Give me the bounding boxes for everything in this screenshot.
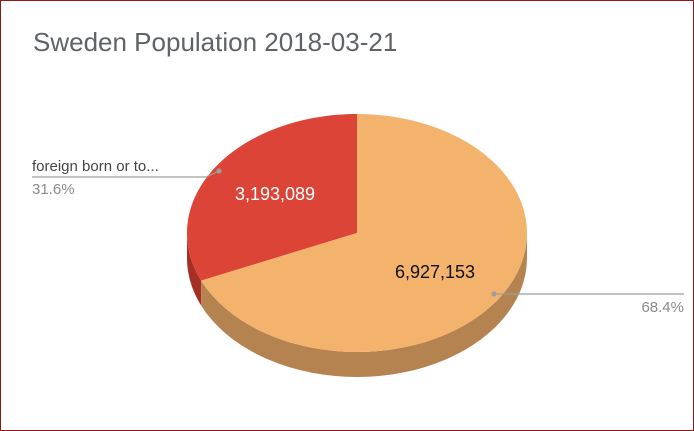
pie-slice-1 [187, 114, 357, 281]
slice-value-label-2: 6,927,153 [395, 262, 475, 282]
leader-dot-1 [216, 168, 222, 174]
pie-slice-side-2 [201, 233, 527, 377]
leader-dot-2 [491, 291, 497, 297]
callout-label-1: foreign born or to... [32, 158, 159, 175]
leader-line-1 [32, 170, 220, 178]
pie-slice-side-1 [187, 233, 202, 306]
pie-slice-2 [201, 114, 527, 352]
slice-value-label-1: 3,193,089 [235, 184, 315, 204]
callout-percent-2: 68.4% [641, 299, 684, 316]
callout-percent-1: 31.6% [32, 181, 75, 198]
chart-title: Sweden Population 2018-03-21 [33, 27, 398, 57]
